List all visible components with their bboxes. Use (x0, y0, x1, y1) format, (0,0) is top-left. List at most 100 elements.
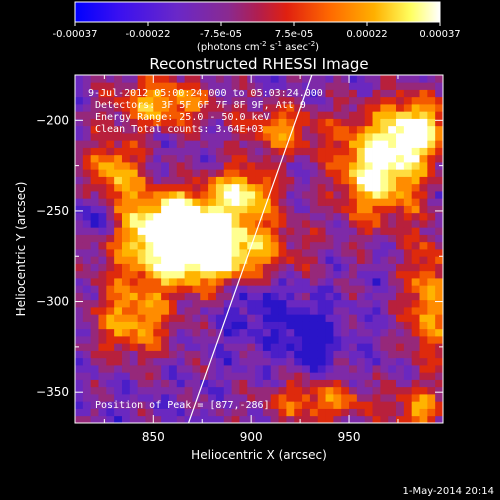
heatmap-cell (231, 176, 240, 185)
heatmap-cell (380, 133, 389, 141)
heatmap-cell (372, 140, 381, 148)
heatmap-cell (231, 336, 240, 344)
heatmap-cell (114, 299, 123, 308)
heatmap-cell (208, 227, 217, 235)
heatmap-cell (145, 343, 154, 351)
heatmap-cell (153, 75, 162, 83)
heatmap-cell (247, 386, 256, 395)
heatmap-cell (247, 140, 256, 148)
heatmap-cell (435, 169, 443, 177)
heatmap-cell (153, 336, 162, 344)
heatmap-cell (309, 336, 319, 344)
heatmap-cell (90, 241, 99, 250)
heatmap-cell (192, 104, 201, 112)
heatmap-cell (90, 343, 99, 351)
heatmap-cell (153, 140, 162, 148)
heatmap-cell (380, 394, 389, 402)
heatmap-cell (90, 372, 99, 380)
heatmap-cell (309, 169, 319, 177)
heatmap-cell (231, 241, 240, 250)
heatmap-cell (419, 75, 428, 83)
heatmap-cell (247, 379, 256, 388)
heatmap-cell (176, 125, 186, 134)
heatmap-cell (270, 147, 279, 156)
heatmap-cell (168, 176, 178, 185)
heatmap-cell (349, 162, 358, 170)
heatmap-cell (302, 234, 311, 243)
heatmap-cell (192, 154, 201, 163)
heatmap-cell (184, 328, 193, 337)
heatmap-cell (356, 379, 366, 388)
heatmap-cell (349, 336, 358, 344)
heatmap-cell (192, 220, 201, 228)
heatmap-cell (278, 263, 287, 272)
heatmap-cell (223, 147, 232, 156)
heatmap-cell (262, 111, 272, 119)
heatmap-cell (349, 191, 358, 199)
heatmap-cell (349, 379, 358, 388)
heatmap-cell (278, 256, 287, 264)
heatmap-cell (388, 408, 397, 417)
heatmap-cell (75, 212, 84, 221)
heatmap-cell (82, 357, 92, 366)
heatmap-cell (435, 183, 443, 192)
heatmap-cell (325, 118, 334, 127)
heatmap-cell (403, 241, 413, 250)
heatmap-cell (153, 401, 162, 409)
heatmap-cell (223, 198, 232, 206)
heatmap-cell (200, 234, 209, 243)
heatmap-cell (262, 321, 272, 330)
heatmap-cell (208, 89, 217, 98)
heatmap-cell (98, 372, 107, 380)
heatmap-cell (302, 379, 311, 388)
heatmap-cell (309, 198, 319, 206)
heatmap-cell (153, 176, 162, 185)
heatmap-cell (208, 365, 217, 373)
heatmap-cell (168, 350, 178, 359)
heatmap-cell (364, 394, 373, 402)
heatmap-cell (396, 234, 405, 243)
heatmap-cell (356, 401, 366, 409)
heatmap-cell (192, 299, 201, 308)
heatmap-cell (247, 183, 256, 192)
heatmap-cell (90, 386, 99, 395)
heatmap-cell (388, 89, 397, 98)
heatmap-cell (215, 357, 225, 366)
heatmap-cell (419, 386, 428, 395)
heatmap-cell (270, 321, 279, 330)
heatmap-cell (184, 82, 193, 90)
heatmap-cell (380, 321, 389, 330)
heatmap-cell (129, 249, 139, 257)
heatmap-cell (427, 111, 436, 119)
heatmap-cell (223, 379, 232, 388)
heatmap-cell (286, 357, 295, 366)
heatmap-cell (309, 299, 319, 308)
heatmap-cell (294, 89, 303, 98)
heatmap-cell (372, 154, 381, 163)
heatmap-cell (200, 176, 209, 185)
heatmap-cell (129, 394, 139, 402)
heatmap-cell (168, 104, 178, 112)
heatmap-cell (262, 169, 272, 177)
heatmap-cell (294, 401, 303, 409)
heatmap-cell (215, 96, 225, 105)
heatmap-cell (200, 241, 209, 250)
heatmap-cell (129, 314, 139, 322)
heatmap-cell (231, 183, 240, 192)
heatmap-cell (106, 96, 115, 105)
heatmap-cell (302, 314, 311, 322)
peak-position-label: Position of Peak = [877,-286] (95, 400, 270, 411)
heatmap-cell (341, 401, 350, 409)
heatmap-cell (223, 350, 232, 359)
heatmap-cell (168, 212, 178, 221)
heatmap-cell (349, 343, 358, 351)
heatmap-cell (239, 336, 248, 344)
heatmap-cell (200, 292, 209, 301)
heatmap-cell (403, 96, 413, 105)
heatmap-cell (192, 118, 201, 127)
heatmap-cell (215, 89, 225, 98)
heatmap-cell (356, 357, 366, 366)
heatmap-cell (106, 154, 115, 163)
heatmap-cell (231, 234, 240, 243)
heatmap-cell (168, 372, 178, 380)
